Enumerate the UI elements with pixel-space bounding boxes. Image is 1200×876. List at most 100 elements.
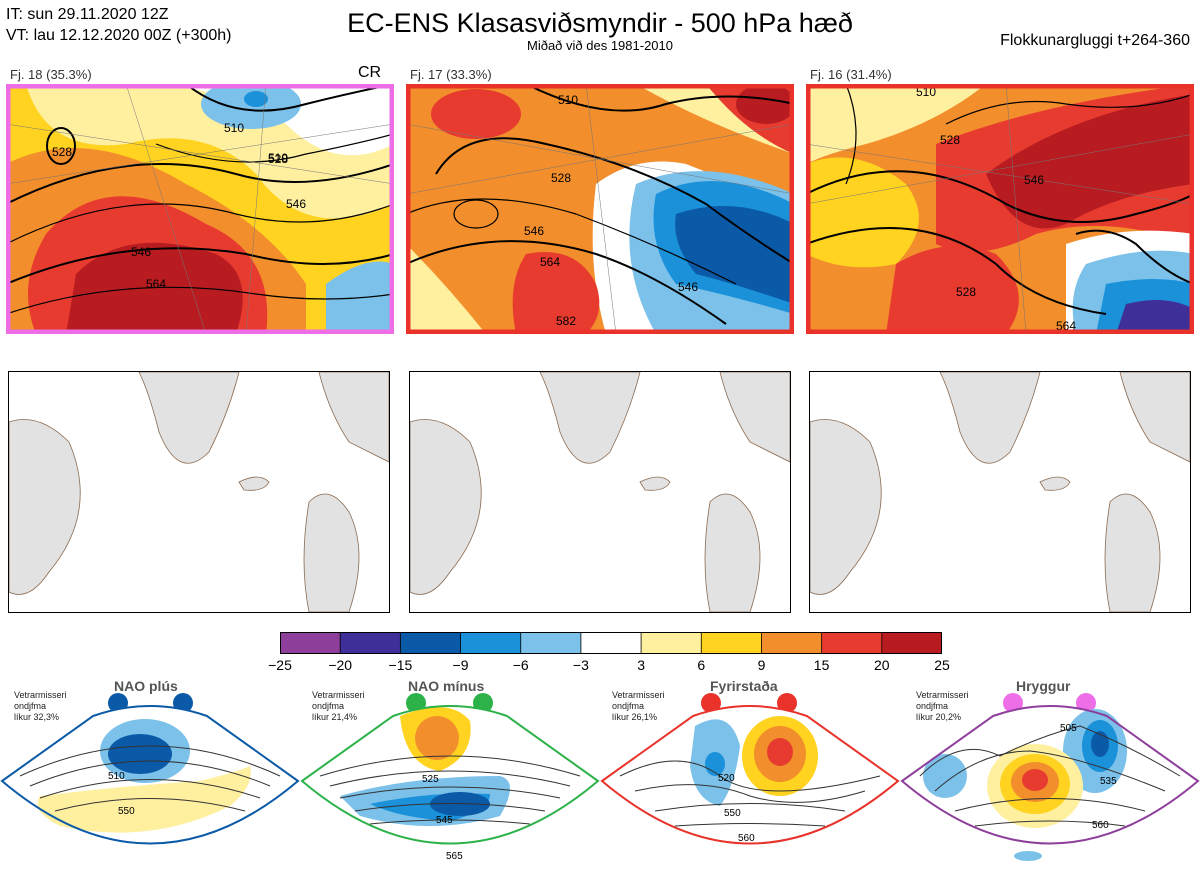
window-label: Flokkunargluggi t+264-360 [1000,32,1190,49]
contour-label-528: 528 [268,152,288,166]
contour-label-564: 564 [146,277,166,291]
reference-map-1[interactable] [8,371,390,613]
regime-nao-minus[interactable]: Vetrarmisseri ondjfma líkur 21,4% NAO mí… [300,676,600,871]
regime-info-line: ondjfma [14,701,47,711]
colorbar-tick-label: −20 [328,657,353,673]
contour-label-510: 510 [558,93,578,107]
colorbar-tick-label: −3 [572,657,589,673]
cluster-map-3[interactable]: 510 528 546 528 564 [806,84,1194,334]
regime-contour-label: 550 [118,806,135,817]
reference-map-2-graphic [410,372,790,612]
colorbar-tick-label: −15 [388,657,413,673]
regime-contour-label: 535 [1100,776,1117,787]
contour-label-582: 582 [556,314,576,328]
regime-info: Vetrarmisseri ondjfma líkur 20,2% [916,690,969,723]
regime-contour-label: 510 [108,771,125,782]
colorbar-tick-label: 9 [757,657,766,673]
reference-map-3-graphic [810,372,1190,612]
reference-map-2[interactable] [409,371,791,613]
header-info: IT: sun 29.11.2020 12Z VT: lau 12.12.202… [6,4,232,46]
colorbar [280,632,942,654]
regime-info-line: líkur 26,1% [612,712,658,722]
regime-name: NAO plús [114,678,178,694]
contour-label-546: 546 [1024,173,1044,187]
regime-info: Vetrarmisseri ondjfma líkur 26,1% [612,690,665,723]
cluster-map-1[interactable]: 510 510 528 546 546 564 528 [6,84,394,334]
colorbar-cell [399,632,462,654]
regime-blocking-graphic: 520 550 560 [600,693,900,845]
regime-info-line: Vetrarmisseri [612,690,665,700]
contour-label-528b: 528 [956,285,976,299]
contour-label: 510 [268,151,288,165]
regime-contour-label: 525 [422,774,439,785]
regime-contour-label: 560 [1092,820,1109,831]
cluster-label-3: Fj. 16 (31.4%) [810,67,892,82]
contour-label-546: 546 [524,224,544,238]
regime-nao-plus-graphic: 510 550 [0,693,300,845]
regime-info-line: Vetrarmisseri [312,690,365,700]
cluster-label-2: Fj. 17 (33.3%) [410,67,492,82]
colorbar-cell [280,632,342,654]
regime-info-line: ondjfma [312,701,345,711]
regime-nao-plus[interactable]: Vetrarmisseri ondjfma líkur 32,3% NAO pl… [0,676,300,871]
cluster-map-2-graphic: 510 528 546 564 546 582 [406,84,794,334]
reference-map-3[interactable] [809,371,1191,613]
contour-label-510: 510 [224,121,244,135]
colorbar-tick-label: 3 [637,657,645,673]
regime-contour-label: 565 [446,851,463,862]
valid-time: VT: lau 12.12.2020 00Z (+300h) [6,27,232,44]
regime-name: NAO mínus [408,678,485,694]
regime-info-line: ondjfma [612,701,645,711]
cluster-label-1: Fj. 18 (35.3%) [10,67,92,82]
regime-info-line: líkur 21,4% [312,712,358,722]
colorbar-tick-label: 6 [697,657,706,673]
regime-ridge-graphic: 505 535 560 [900,693,1200,861]
regime-info-line: líkur 20,2% [916,712,962,722]
regime-info-line: Vetrarmisseri [14,690,67,700]
regime-contour-label: 505 [1060,723,1077,734]
colorbar-cell [640,632,703,654]
colorbar-tick-label: −6 [512,657,529,673]
cluster-tag: CR [358,64,382,81]
contour-label-528-low: 528 [52,145,72,159]
regime-info: Vetrarmisseri ondjfma líkur 32,3% [14,690,67,723]
init-time: IT: sun 29.11.2020 12Z [6,6,169,23]
colorbar-tick-label: 25 [934,657,950,673]
contour-label-528: 528 [551,171,571,185]
regime-blocking[interactable]: Vetrarmisseri ondjfma líkur 26,1% Fyrirs… [600,676,900,871]
cluster-map-2[interactable]: 510 528 546 564 546 582 [406,84,794,334]
contour-label-564: 564 [540,255,560,269]
colorbar-tick-label: −9 [452,657,469,673]
colorbar-tick-label: 15 [813,657,830,673]
colorbar-cell [761,632,823,654]
regime-contour-label: 560 [738,833,755,844]
colorbar-cell [700,632,763,654]
colorbar-cell [339,632,402,654]
regime-contour-label: 520 [718,773,735,784]
cluster-map-3-graphic: 510 528 546 528 564 [806,84,1194,334]
regime-info-line: Vetrarmisseri [916,690,969,700]
regime-info-line: ondjfma [916,701,949,711]
colorbar-cell [580,632,642,654]
colorbar-cell [881,632,942,654]
reference-map-1-graphic [9,372,389,612]
colorbar-tick-label: −25 [268,657,292,673]
colorbar-cell [520,632,582,654]
regime-contour-label: 545 [436,815,453,826]
cluster-map-1-graphic: 510 510 528 546 546 564 528 [6,84,394,334]
contour-label-546b: 546 [131,245,151,259]
regime-nao-minus-graphic: 525 545 565 [300,693,600,862]
contour-label-546a: 546 [286,197,306,211]
page-title: EC-ENS Klasasviðsmyndir - 500 hPa hæð [347,8,853,38]
page-subtitle: Miðað við des 1981-2010 [527,38,673,53]
regime-info-line: líkur 32,3% [14,712,60,722]
colorbar-cell [460,632,522,654]
colorbar-cell [821,632,883,654]
regime-info: Vetrarmisseri ondjfma líkur 21,4% [312,690,365,723]
regime-ridge[interactable]: Vetrarmisseri ondjfma líkur 20,2% Hryggu… [900,676,1200,871]
regime-name: Hryggur [1016,678,1071,694]
regime-contour-label: 550 [724,808,741,819]
contour-label-528: 528 [940,133,960,147]
colorbar-tick-label: 20 [874,657,890,673]
contour-label-546b: 546 [678,280,698,294]
